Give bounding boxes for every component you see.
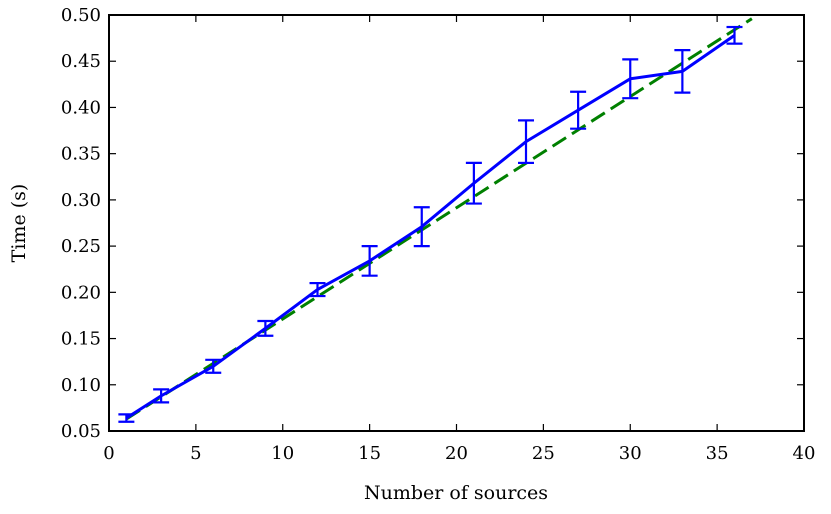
y-tick-label: 0.50 <box>61 5 101 26</box>
y-tick-label: 0.15 <box>61 329 101 350</box>
y-tick-label: 0.20 <box>61 282 101 303</box>
y-tick-label: 0.30 <box>61 190 101 211</box>
x-tick-label: 40 <box>793 443 816 464</box>
x-axis-label: Number of sources <box>364 482 548 504</box>
series-layer <box>118 17 753 423</box>
y-tick-label: 0.05 <box>61 421 101 442</box>
x-tick-label: 25 <box>532 443 555 464</box>
y-tick-label: 0.45 <box>61 51 101 72</box>
x-tick-label: 35 <box>706 443 729 464</box>
x-tick-label: 5 <box>190 443 201 464</box>
y-tick-label: 0.25 <box>61 236 101 257</box>
x-tick-label: 15 <box>358 443 381 464</box>
x-tick-label: 10 <box>271 443 294 464</box>
tick-layer: 0 5 10 15 20 25 30 35 40 0.05 0.10 0.15 0.20 0.25 0.30… <box>61 5 816 464</box>
x-tick-label: 30 <box>619 443 642 464</box>
y-tick-label: 0.35 <box>61 144 101 165</box>
x-tick-label: 0 <box>103 443 114 464</box>
y-tick-label: 0.40 <box>61 97 101 118</box>
y-tick-label: 0.10 <box>61 375 101 396</box>
y-axis-label: Time (s) <box>8 184 30 263</box>
x-tick-label: 20 <box>445 443 468 464</box>
